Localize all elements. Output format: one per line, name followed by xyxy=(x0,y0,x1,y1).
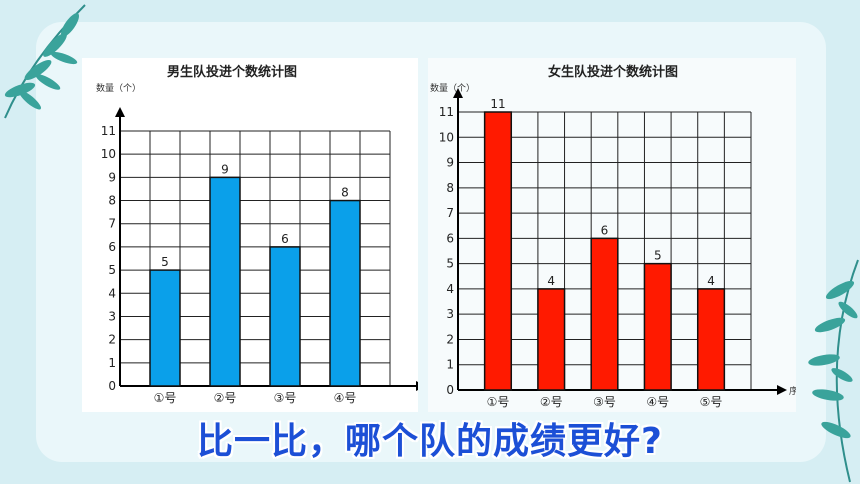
x-tick-label: ③号 xyxy=(593,395,616,409)
y-axis-label: 数量（个） xyxy=(96,82,141,94)
bar-value-label: 5 xyxy=(161,255,169,269)
y-tick-label: 11 xyxy=(101,124,116,138)
y-tick-label: 8 xyxy=(446,181,454,195)
y-tick-label: 10 xyxy=(439,130,454,144)
y-tick-label: 6 xyxy=(446,231,454,245)
question-text: 比一比，哪个队的成绩更好? xyxy=(197,421,663,462)
leaf-decoration-bottom-right xyxy=(808,259,859,483)
y-tick-label: 2 xyxy=(446,332,454,346)
y-tick-label: 7 xyxy=(108,217,116,231)
bar xyxy=(537,288,566,391)
boys-bar-chart: 男生队投进个数统计图数量（个）序号012345678910115①号9②号6③号… xyxy=(96,64,446,405)
y-axis-arrow xyxy=(115,107,125,117)
x-tick-label: ①号 xyxy=(487,395,510,409)
x-tick-label: ②号 xyxy=(540,395,563,409)
y-tick-label: 2 xyxy=(108,333,116,347)
y-tick-label: 0 xyxy=(446,383,454,397)
x-tick-label: ④号 xyxy=(334,391,357,405)
bar-value-label: 6 xyxy=(281,232,289,246)
x-axis-arrow xyxy=(777,385,787,395)
bar-value-label: 9 xyxy=(221,162,229,176)
y-tick-label: 4 xyxy=(446,282,454,296)
y-tick-label: 0 xyxy=(108,379,116,393)
x-tick-label: ⑤号 xyxy=(700,395,723,409)
y-tick-label: 4 xyxy=(108,286,116,300)
y-tick-label: 8 xyxy=(108,194,116,208)
bar xyxy=(209,176,241,387)
y-tick-label: 11 xyxy=(439,105,454,119)
bar-value-label: 6 xyxy=(601,223,609,237)
bar xyxy=(643,262,672,391)
y-axis-arrow xyxy=(453,88,463,98)
y-tick-label: 3 xyxy=(108,309,116,323)
y-tick-label: 6 xyxy=(108,240,116,254)
x-tick-label: ④号 xyxy=(646,395,669,409)
y-tick-label: 10 xyxy=(101,147,116,161)
y-axis-label: 数量（个） xyxy=(430,82,475,94)
y-tick-label: 1 xyxy=(446,358,454,372)
x-tick-label: ②号 xyxy=(214,391,237,405)
bar-value-label: 8 xyxy=(341,186,349,200)
y-tick-label: 5 xyxy=(446,257,454,271)
x-tick-label: ①号 xyxy=(154,391,177,405)
bar xyxy=(483,111,513,391)
boys-chart-panel: 男生队投进个数统计图数量（个）序号012345678910115①号9②号6③号… xyxy=(82,58,446,412)
chart-title: 女生队投进个数统计图 xyxy=(548,64,678,80)
y-tick-label: 3 xyxy=(446,307,454,321)
leaf-decoration-top-left xyxy=(4,4,86,119)
y-tick-label: 5 xyxy=(108,263,116,277)
x-tick-label: ③号 xyxy=(274,391,297,405)
bar xyxy=(149,269,181,387)
y-tick-label: 1 xyxy=(108,356,116,370)
bar xyxy=(269,246,301,387)
y-tick-label: 9 xyxy=(108,170,116,184)
chart-title: 男生队投进个数统计图 xyxy=(167,64,297,80)
x-axis-label: 序号 xyxy=(789,385,796,397)
bar xyxy=(590,237,619,391)
bar-value-label: 5 xyxy=(654,249,662,263)
x-axis-arrow xyxy=(416,381,426,391)
bar-value-label: 4 xyxy=(707,274,715,288)
bar-value-label: 11 xyxy=(490,97,505,111)
bar xyxy=(329,199,361,387)
y-tick-label: 9 xyxy=(446,156,454,170)
bar xyxy=(696,288,726,391)
bar-value-label: 4 xyxy=(547,274,555,288)
y-tick-label: 7 xyxy=(446,206,454,220)
